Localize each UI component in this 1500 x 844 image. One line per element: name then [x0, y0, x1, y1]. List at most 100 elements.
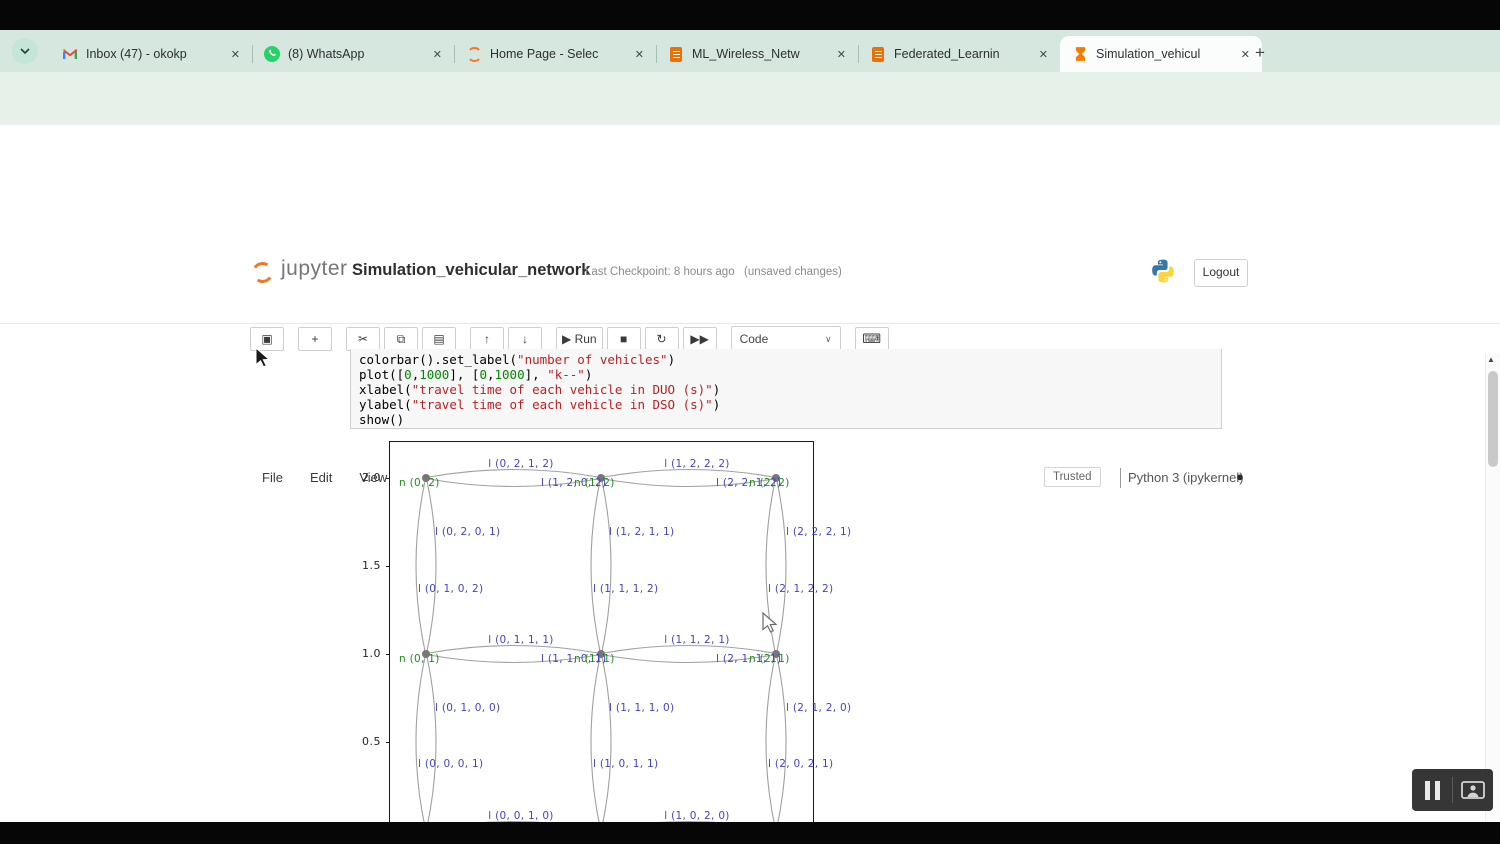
trusted-button[interactable]: Trusted [1044, 467, 1101, 487]
edge-label: l (0, 1, 1, 1) [488, 634, 554, 646]
scrollbar-up-arrow[interactable]: ▲ [1487, 355, 1495, 364]
y-tick-label: 1.0 [362, 647, 381, 660]
webcam-toggle-button[interactable] [1453, 781, 1493, 799]
code-cell-input[interactable]: colorbar().set_label("number of vehicles… [350, 349, 1222, 429]
browser-tab[interactable]: Simulation_vehicul ✕ [1060, 36, 1262, 72]
node-label: n (1, 1) [574, 653, 615, 665]
edge-label: l (0, 1, 0, 2) [418, 583, 484, 595]
mouse-cursor [255, 347, 271, 368]
code-line: plot([0,1000], [0,1000], "k--") [359, 367, 593, 382]
tab-title: Simulation_vehicul [1096, 47, 1201, 61]
jupyter-logo-icon [250, 260, 275, 285]
node-label: n (2, 1) [749, 653, 790, 665]
chevron-down-icon [20, 48, 30, 55]
y-tick-label: 2.0 [362, 471, 381, 484]
edge-label: l (0, 0, 0, 1) [418, 758, 484, 770]
jupyter-ring-icon [466, 46, 482, 62]
code-line: colorbar().set_label("number of vehicles… [359, 352, 676, 367]
cell-type-value: Code [739, 332, 769, 346]
jupyter-notebook-page: jupyter Simulation_vehicular_network Las… [0, 125, 1500, 844]
menu-item-edit[interactable]: Edit [309, 470, 333, 485]
stop-button[interactable]: ■ [606, 327, 641, 351]
browser-toolbar: ← → ↻ i localhost:8888/notebooks/Simulat… [0, 72, 1500, 190]
graph-node [772, 474, 780, 482]
edge-label: l (1, 1, 1, 2) [593, 583, 659, 595]
tab-title: (8) WhatsApp [288, 47, 365, 61]
node-label: n (0, 2) [399, 477, 440, 489]
browser-tab[interactable]: Federated_Learnin ✕ [858, 36, 1060, 72]
cut-cell-button[interactable]: ✂ [346, 327, 380, 351]
tab-title: Federated_Learnin [894, 47, 1000, 61]
edge-label: l (0, 2, 1, 2) [488, 458, 554, 470]
tab-close-icon[interactable]: ✕ [1240, 48, 1250, 61]
bottom-letterbox-bar [0, 822, 1500, 844]
tab-title: ML_Wireless_Netw [692, 47, 800, 61]
menu-item-file[interactable]: File [262, 470, 283, 485]
tab-close-icon[interactable]: ✕ [1038, 48, 1048, 61]
notebook-toolbar: ▣ + ✂ ⧉ ▤ ↑ ↓ ▶ Run ■ ↻ ▶▶ Code ∨ ⌨ [250, 326, 889, 352]
paste-cell-button[interactable]: ▤ [422, 327, 456, 351]
y-tick-mark [386, 477, 390, 479]
logout-button[interactable]: Logout [1194, 259, 1248, 287]
tab-search-button[interactable] [12, 38, 38, 64]
python-logo-icon [1152, 259, 1174, 283]
jupyter-logo-text[interactable]: jupyter [281, 257, 348, 280]
menu-item-view[interactable]: View [359, 470, 388, 485]
copy-cell-button[interactable]: ⧉ [384, 327, 418, 351]
tab-close-icon[interactable]: ✕ [230, 48, 240, 61]
browser-tab[interactable]: Home Page - Selec ✕ [454, 36, 656, 72]
run-button[interactable]: ▶ Run [556, 327, 603, 351]
divider [1120, 468, 1121, 488]
edge-label: l (0, 1, 0, 0) [435, 702, 501, 714]
save-button[interactable]: ▣ [250, 327, 284, 351]
graph-node [422, 474, 430, 482]
screen-recorder-overlay [1412, 769, 1493, 811]
move-cell-up-button[interactable]: ↑ [470, 327, 504, 351]
node-label: n (0, 1) [399, 653, 440, 665]
restart-kernel-button[interactable]: ↻ [644, 327, 679, 351]
y-tick-label: 1.5 [362, 559, 381, 572]
edge-label: l (2, 2, 2, 1) [786, 526, 852, 538]
notebook-icon [668, 46, 684, 62]
scrollbar-track[interactable] [1485, 353, 1500, 844]
notebook-title[interactable]: Simulation_vehicular_network [352, 261, 591, 279]
browser-tab-strip: Inbox (47) - okokp ✕ (8) WhatsApp ✕ Home Pag… [0, 30, 1500, 89]
new-tab-button[interactable]: + [1255, 43, 1265, 62]
browser-tab[interactable]: ML_Wireless_Netw ✕ [656, 36, 858, 72]
y-tick-label: 0.5 [362, 735, 381, 748]
move-cell-down-button[interactable]: ↓ [508, 327, 542, 351]
y-tick-mark [386, 565, 390, 567]
tab-close-icon[interactable]: ✕ [432, 48, 442, 61]
edge-label: l (1, 2, 2, 2) [664, 458, 730, 470]
edge-label: l (2, 0, 2, 1) [768, 758, 834, 770]
edge-label: l (1, 2, 1, 1) [609, 526, 675, 538]
code-line: show() [359, 412, 405, 427]
cell-type-select[interactable]: Code ∨ [730, 326, 841, 352]
graph-node [597, 650, 605, 658]
y-tick-mark [386, 653, 390, 655]
unsaved-changes-status: (unsaved changes) [744, 266, 842, 278]
graph-node [597, 474, 605, 482]
checkpoint-status: Last Checkpoint: 8 hours ago [585, 266, 735, 278]
edge-label: l (0, 2, 0, 1) [435, 526, 501, 538]
edge-label: l (2, 2, 1, 2) [716, 477, 782, 489]
divider [1452, 777, 1453, 803]
code-line: xlabel("travel time of each vehicle in D… [359, 382, 721, 397]
browser-tab[interactable]: (8) WhatsApp ✕ [252, 36, 454, 72]
restart-run-all-button[interactable]: ▶▶ [682, 327, 717, 351]
edge-label: l (1, 2, 0, 2) [541, 477, 607, 489]
tab-list: Inbox (47) - okokp ✕ (8) WhatsApp ✕ Home Pag… [50, 36, 1262, 72]
scrollbar-thumb[interactable] [1488, 371, 1498, 467]
tab-close-icon[interactable]: ✕ [634, 48, 644, 61]
node-label: n (1, 2) [574, 477, 615, 489]
code-line: ylabel("travel time of each vehicle in D… [359, 397, 721, 412]
keyboard-shortcuts-button[interactable]: ⌨ [854, 327, 889, 351]
graph-edges [415, 468, 787, 840]
add-cell-button[interactable]: + [298, 327, 332, 351]
browser-tab[interactable]: Inbox (47) - okokp ✕ [50, 36, 252, 72]
edge-label: l (1, 1, 0, 1) [541, 653, 607, 665]
tab-close-icon[interactable]: ✕ [836, 48, 846, 61]
pause-recording-button[interactable] [1412, 780, 1452, 800]
node-label: n (2, 2) [749, 477, 790, 489]
